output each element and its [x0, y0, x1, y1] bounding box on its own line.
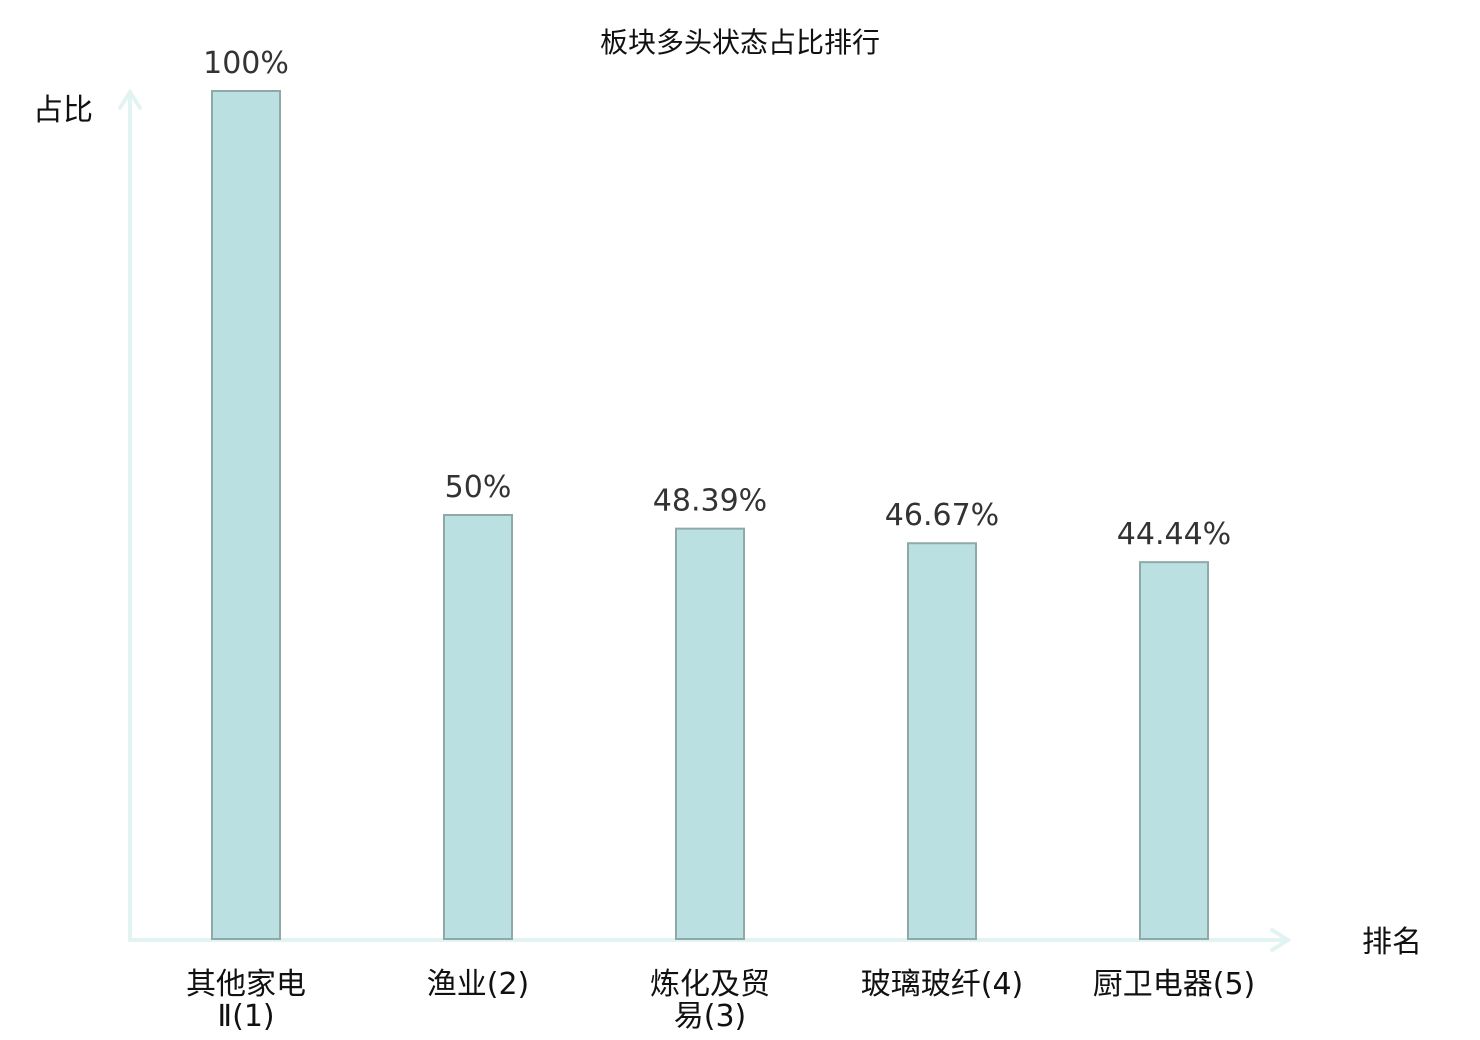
x-tick-label: 渔业(2) [427, 967, 530, 1002]
x-tick-label-line: 厨卫电器(5) [1093, 967, 1256, 1002]
y-axis [118, 88, 142, 942]
x-tick-label: 其他家电 Ⅱ(1) [186, 967, 306, 1034]
x-axis-arrow [1270, 928, 1292, 952]
x-axis-label: 排名 [1362, 925, 1422, 960]
bar [907, 542, 977, 940]
bar [443, 514, 513, 940]
bar [675, 527, 745, 940]
bars-layer [211, 90, 1209, 940]
x-tick-label: 厨卫电器(5) [1093, 967, 1256, 1002]
x-tick-label-line: 炼化及贸 [650, 967, 770, 1002]
chart-title: 板块多头状态占比排行 [600, 26, 880, 59]
value-labels-layer: 100% 50% 48.39% 46.67% 44.44% [203, 46, 1231, 552]
bar-value-label: 44.44% [1117, 517, 1231, 552]
bar-value-label: 46.67% [885, 498, 999, 533]
bar-value-label: 100% [203, 46, 289, 81]
y-axis-arrow [118, 88, 142, 110]
x-tick-label-line: 易(3) [674, 999, 747, 1034]
bar [211, 90, 281, 940]
x-tick-label-line: Ⅱ(1) [217, 999, 274, 1034]
category-labels-layer: 其他家电 Ⅱ(1) 渔业(2) 炼化及贸易(3) 玻璃玻纤(4) 厨卫电器(5) [186, 967, 1255, 1034]
x-tick-label: 炼化及贸易(3) [650, 967, 770, 1034]
bar-value-label: 50% [445, 470, 512, 505]
x-tick-label-line: 玻璃玻纤(4) [861, 967, 1024, 1002]
x-axis [128, 928, 1292, 952]
x-tick-label-line: 其他家电 [186, 967, 306, 1002]
bar-value-label: 48.39% [653, 484, 767, 519]
bar [1139, 561, 1209, 940]
y-axis-label: 占比 [33, 93, 93, 128]
x-tick-label: 玻璃玻纤(4) [861, 967, 1024, 1002]
x-tick-label-line: 渔业(2) [427, 967, 530, 1002]
